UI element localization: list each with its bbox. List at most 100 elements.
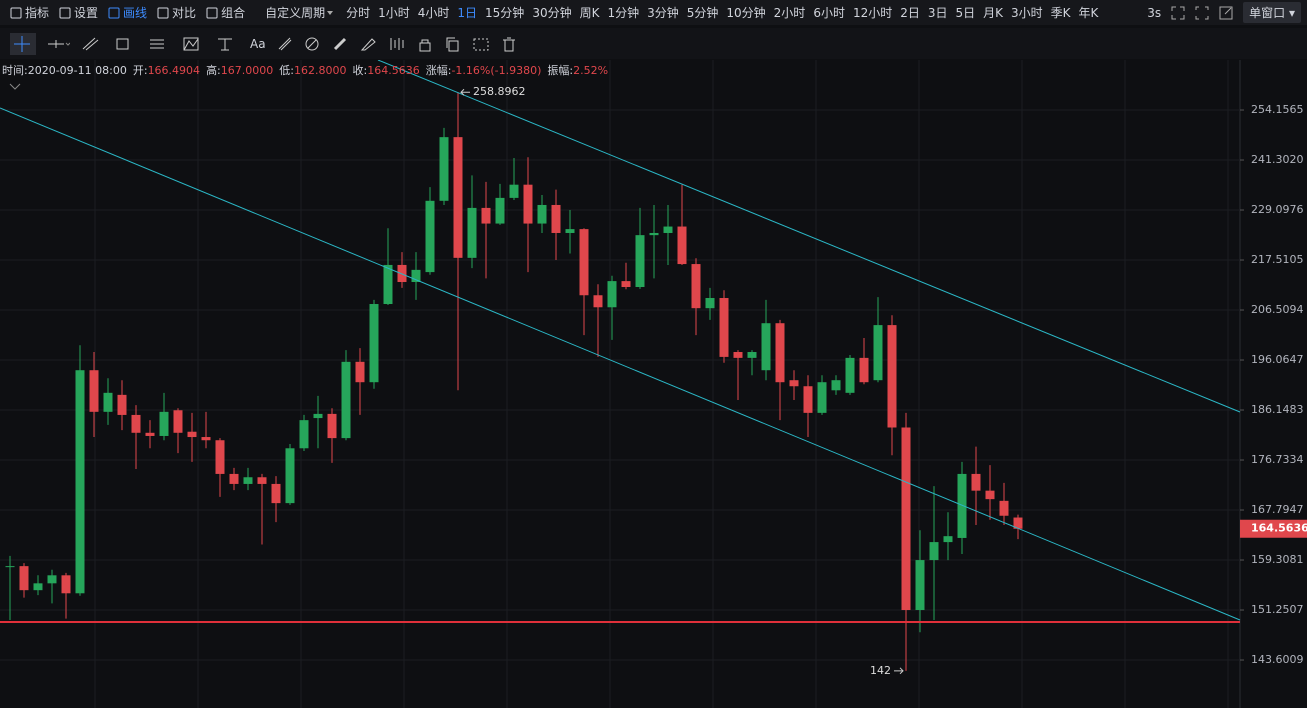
- text-tool[interactable]: Aa: [250, 36, 266, 51]
- candle-body: [929, 542, 939, 561]
- candle-tool[interactable]: [388, 36, 406, 52]
- period[interactable]: 年K: [1078, 6, 1099, 20]
- window-button[interactable]: 单窗口 ▾: [1243, 2, 1301, 23]
- info-label: 低:: [279, 64, 294, 77]
- screenshot-tool[interactable]: [472, 36, 490, 52]
- candle-body: [411, 269, 421, 283]
- fullscreen-icon[interactable]: [1171, 6, 1185, 20]
- candle-body: [75, 370, 85, 594]
- vertical-grid: [94, 60, 1229, 708]
- fib-tool[interactable]: [148, 36, 172, 52]
- candle-body: [19, 566, 29, 591]
- delete-tool[interactable]: [500, 36, 518, 52]
- custom-period[interactable]: 自定义周期: [265, 4, 338, 21]
- candle-body: [691, 264, 701, 309]
- period[interactable]: 4小时: [417, 6, 450, 20]
- expand-icon[interactable]: [1195, 6, 1209, 20]
- candle-body: [131, 414, 141, 433]
- candle-body: [887, 325, 897, 428]
- menu-item[interactable]: 指标: [10, 4, 49, 21]
- refresh-interval[interactable]: 3s: [1147, 5, 1162, 20]
- eraser-tool[interactable]: [304, 36, 322, 52]
- candle-body: [593, 295, 603, 308]
- crosshair-tool[interactable]: [10, 32, 36, 55]
- candle-body: [999, 500, 1009, 516]
- period[interactable]: 2小时: [773, 6, 806, 20]
- menu-label: 指标: [25, 6, 50, 20]
- right-controls: 3s 单窗口 ▾: [1147, 0, 1301, 25]
- candle-body: [425, 200, 435, 273]
- menu-label: 组合: [221, 6, 246, 20]
- candle-body: [299, 420, 309, 449]
- candle-body: [943, 536, 953, 543]
- info-value: 166.4904: [147, 64, 201, 77]
- trend-tool[interactable]: [80, 36, 104, 52]
- ruler-tool[interactable]: [332, 36, 350, 52]
- candle-body: [971, 473, 981, 491]
- brush-tool[interactable]: [276, 36, 294, 52]
- ohlc-info: 时间:2020-09-11 08:00 开:166.4904 高:167.0000 低…: [2, 62, 614, 78]
- candle-body: [355, 361, 365, 383]
- pattern-tool[interactable]: [182, 36, 206, 52]
- candle-body: [229, 473, 239, 484]
- candle-body: [439, 137, 449, 201]
- menu-item[interactable]: 对比: [157, 4, 196, 21]
- period[interactable]: 季K: [1050, 6, 1071, 20]
- candle-body: [215, 440, 225, 474]
- period[interactable]: 3日: [927, 6, 948, 20]
- period[interactable]: 月K: [983, 6, 1004, 20]
- candle-body: [733, 352, 743, 358]
- period[interactable]: 3分钟: [647, 6, 679, 20]
- arrow: [894, 667, 904, 675]
- period[interactable]: 5分钟: [686, 6, 719, 20]
- menu-item[interactable]: 画线: [108, 4, 147, 21]
- top-toolbar: 指标 设置 画线 对比 组合 自定义周期 分时 1小时 4小时 1日 15分钟 30分钟 周K 1分钟…: [0, 0, 1307, 25]
- candle-body: [257, 477, 267, 484]
- collapse-icon: [9, 83, 21, 90]
- candle-body: [915, 560, 925, 611]
- copy-tool[interactable]: [444, 36, 462, 52]
- lock-tool[interactable]: [416, 36, 434, 52]
- period[interactable]: 周K: [579, 6, 600, 20]
- period[interactable]: 5日: [955, 6, 976, 20]
- line-tool[interactable]: [46, 36, 70, 52]
- rect-tool[interactable]: [114, 36, 138, 52]
- period[interactable]: 1小时: [378, 6, 410, 20]
- period[interactable]: 1日: [457, 6, 478, 20]
- candle-body: [103, 392, 113, 412]
- measure-tool[interactable]: [216, 36, 240, 52]
- y-tick-label: 186.1483: [1251, 403, 1304, 416]
- y-tick-label: 176.7334: [1251, 453, 1304, 466]
- period[interactable]: 12小时: [852, 6, 893, 20]
- period[interactable]: 30分钟: [532, 6, 572, 20]
- menu-item[interactable]: 设置: [59, 4, 98, 21]
- dropdown-icon: [327, 10, 334, 15]
- y-tick-label: 167.7947: [1251, 503, 1304, 516]
- candle-body: [89, 370, 99, 412]
- period[interactable]: 10分钟: [726, 6, 766, 20]
- candle-body: [271, 483, 281, 504]
- pen-tool[interactable]: [360, 36, 378, 52]
- period[interactable]: 15分钟: [485, 6, 525, 20]
- candle-body: [537, 204, 547, 224]
- candle-body: [873, 325, 883, 381]
- candle-body: [663, 226, 673, 233]
- candle-body: [831, 380, 841, 391]
- period[interactable]: 2日: [900, 6, 920, 20]
- info-label: 开:: [132, 64, 148, 77]
- candle-body: [845, 357, 855, 393]
- min-label: 142: [870, 664, 891, 677]
- candle-body: [117, 394, 127, 415]
- candle-body: [509, 184, 519, 198]
- popout-icon[interactable]: [1219, 6, 1233, 20]
- menu-item[interactable]: 组合: [206, 4, 245, 21]
- menu-label: 对比: [172, 6, 197, 20]
- period[interactable]: 6小时: [813, 6, 845, 20]
- candle-body: [985, 490, 995, 500]
- candle-body: [607, 281, 617, 308]
- period[interactable]: 1分钟: [607, 6, 640, 20]
- period[interactable]: 3小时: [1011, 6, 1043, 20]
- period[interactable]: 分时: [346, 6, 371, 20]
- candle-body: [817, 382, 827, 413]
